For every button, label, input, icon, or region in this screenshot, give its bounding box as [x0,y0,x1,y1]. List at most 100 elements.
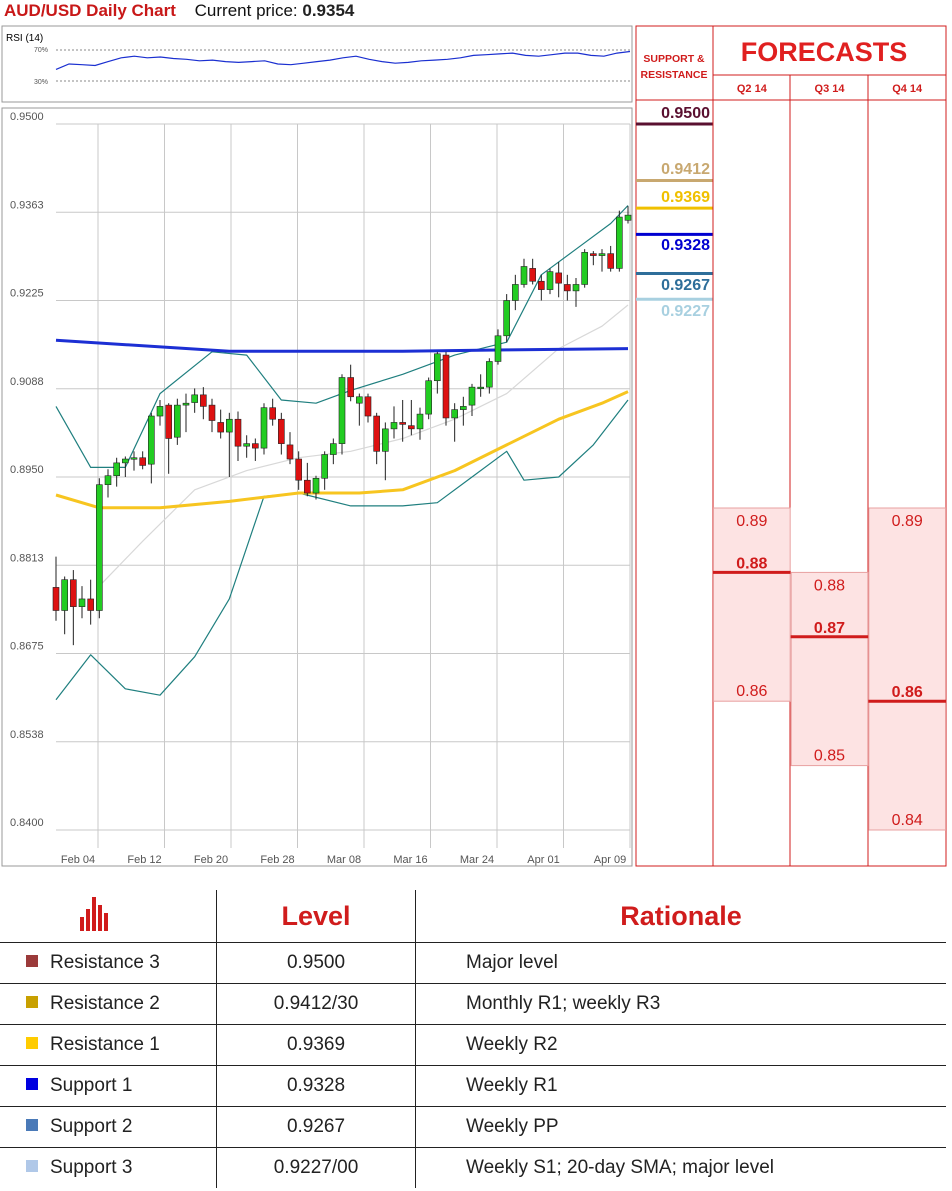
forecast-low-label: 0.86 [736,683,767,700]
candle-body [191,394,198,403]
row-rationale: Weekly S1; 20-day SMA; major level [415,1147,946,1188]
row-rationale: Monthly R1; weekly R3 [415,983,946,1025]
sr-level-label: 0.9412 [661,161,710,178]
sr-level-label: 0.9500 [661,105,710,122]
y-tick-label: 0.8813 [10,552,44,564]
x-tick-label: Feb 12 [127,854,161,866]
sr-level-label: 0.9328 [661,237,710,254]
candle-body [200,394,207,407]
forecast-mid-label: 0.88 [736,555,767,572]
row-name: Support 1 [50,1075,133,1096]
forecast-quarter-label: Q3 14 [815,83,846,95]
candle-body [165,404,172,439]
x-tick-label: Apr 09 [594,854,626,866]
x-tick-label: Mar 16 [393,854,427,866]
candle-body [104,475,112,486]
forecast-high-label: 0.89 [892,513,923,530]
forecasts-title: FORECASTS [741,37,908,67]
candle-body [156,406,164,417]
rsi-upper-label: 70% [34,47,48,54]
row-rationale: Major level [415,942,946,984]
candle-body [598,253,606,256]
y-tick-label: 0.8538 [10,729,44,741]
table-row: Support 2 0.9267 Weekly PP [0,1106,946,1148]
table-header-row: Level Rationale [0,890,946,943]
candle-body [87,598,94,611]
level-column-header: Level [281,900,351,931]
candle-body [286,444,294,460]
row-level: 0.9412/30 [216,983,416,1025]
candle-body [529,268,536,282]
candle-body [338,377,346,444]
candle-body [113,462,120,477]
row-rationale: Weekly R2 [415,1024,946,1066]
sr-header-line2: RESISTANCE [641,69,708,81]
candle-body [390,422,398,430]
candle-body [382,428,389,452]
candle-body [96,484,103,611]
table-row: Resistance 2 0.9412/30 Monthly R1; weekl… [0,983,946,1025]
row-level: 0.9500 [216,942,416,984]
candle-body [208,404,216,421]
candle-body [278,418,285,444]
forecast-mid-label: 0.86 [892,684,923,701]
candle-body [503,300,510,337]
candle-body [486,361,493,388]
candle-body [243,443,250,447]
swatch [26,1118,38,1131]
swatch [26,995,38,1008]
chart-area: RSI (14) 70% 30% 0.9500 0.9363 0.9225 0.908… [1,25,947,867]
candle-body [607,253,614,269]
candle-body [572,284,580,292]
candle-body [70,579,77,607]
row-rationale: Weekly PP [415,1106,946,1148]
table-row: Support 1 0.9328 Weekly R1 [0,1065,946,1107]
candle-body [408,425,415,430]
sr-header-line1: SUPPORT & [643,53,705,65]
y-tick-label: 0.9500 [10,111,44,123]
candle-body [148,415,155,465]
forecast-quarter-label: Q4 14 [892,83,923,95]
forecast-high-label: 0.89 [736,513,767,530]
candle-body [616,216,623,269]
sr-level-label: 0.9369 [661,189,710,206]
row-name: Resistance 2 [50,993,160,1014]
y-tick-label: 0.8950 [10,464,44,476]
row-name: Resistance 1 [50,1034,160,1055]
candle-body [425,380,432,415]
swatch [26,1159,38,1172]
row-level: 0.9328 [216,1065,416,1107]
candle-body [564,284,571,292]
x-tick-label: Mar 24 [460,854,494,866]
candle-body [330,443,337,455]
swatch [26,1036,38,1049]
row-name: Support 3 [50,1157,133,1178]
candle-body [252,443,259,449]
candle-body [555,272,562,284]
swatch [26,1077,38,1090]
candle-body [512,284,519,301]
chart-title: AUD/USD Daily Chart [4,1,176,20]
forecast-range-box [713,507,791,702]
bars-icon-cell [0,890,217,943]
y-tick-label: 0.9088 [10,376,44,388]
swatch [26,954,38,967]
candle-body [460,406,467,410]
levels-table: Level Rationale Resistance 3 0.9500 Majo… [0,890,946,1188]
row-level: 0.9267 [216,1106,416,1148]
forecast-mid-label: 0.87 [814,620,845,637]
candle-body [356,396,363,404]
candle-body [174,404,181,438]
candle-body [139,457,146,466]
candle-body [581,252,588,285]
forecast-high-label: 0.88 [814,577,845,594]
candle-body [520,266,528,285]
y-tick-label: 0.8400 [10,817,44,829]
rsi-lower-label: 30% [34,79,48,86]
y-tick-label: 0.9225 [10,288,44,300]
candle-body [538,280,545,290]
table-row: Support 3 0.9227/00 Weekly S1; 20-day SM… [0,1147,946,1188]
row-name: Resistance 3 [50,952,160,973]
row-rationale: Weekly R1 [415,1065,946,1107]
forecast-low-label: 0.85 [814,748,845,765]
